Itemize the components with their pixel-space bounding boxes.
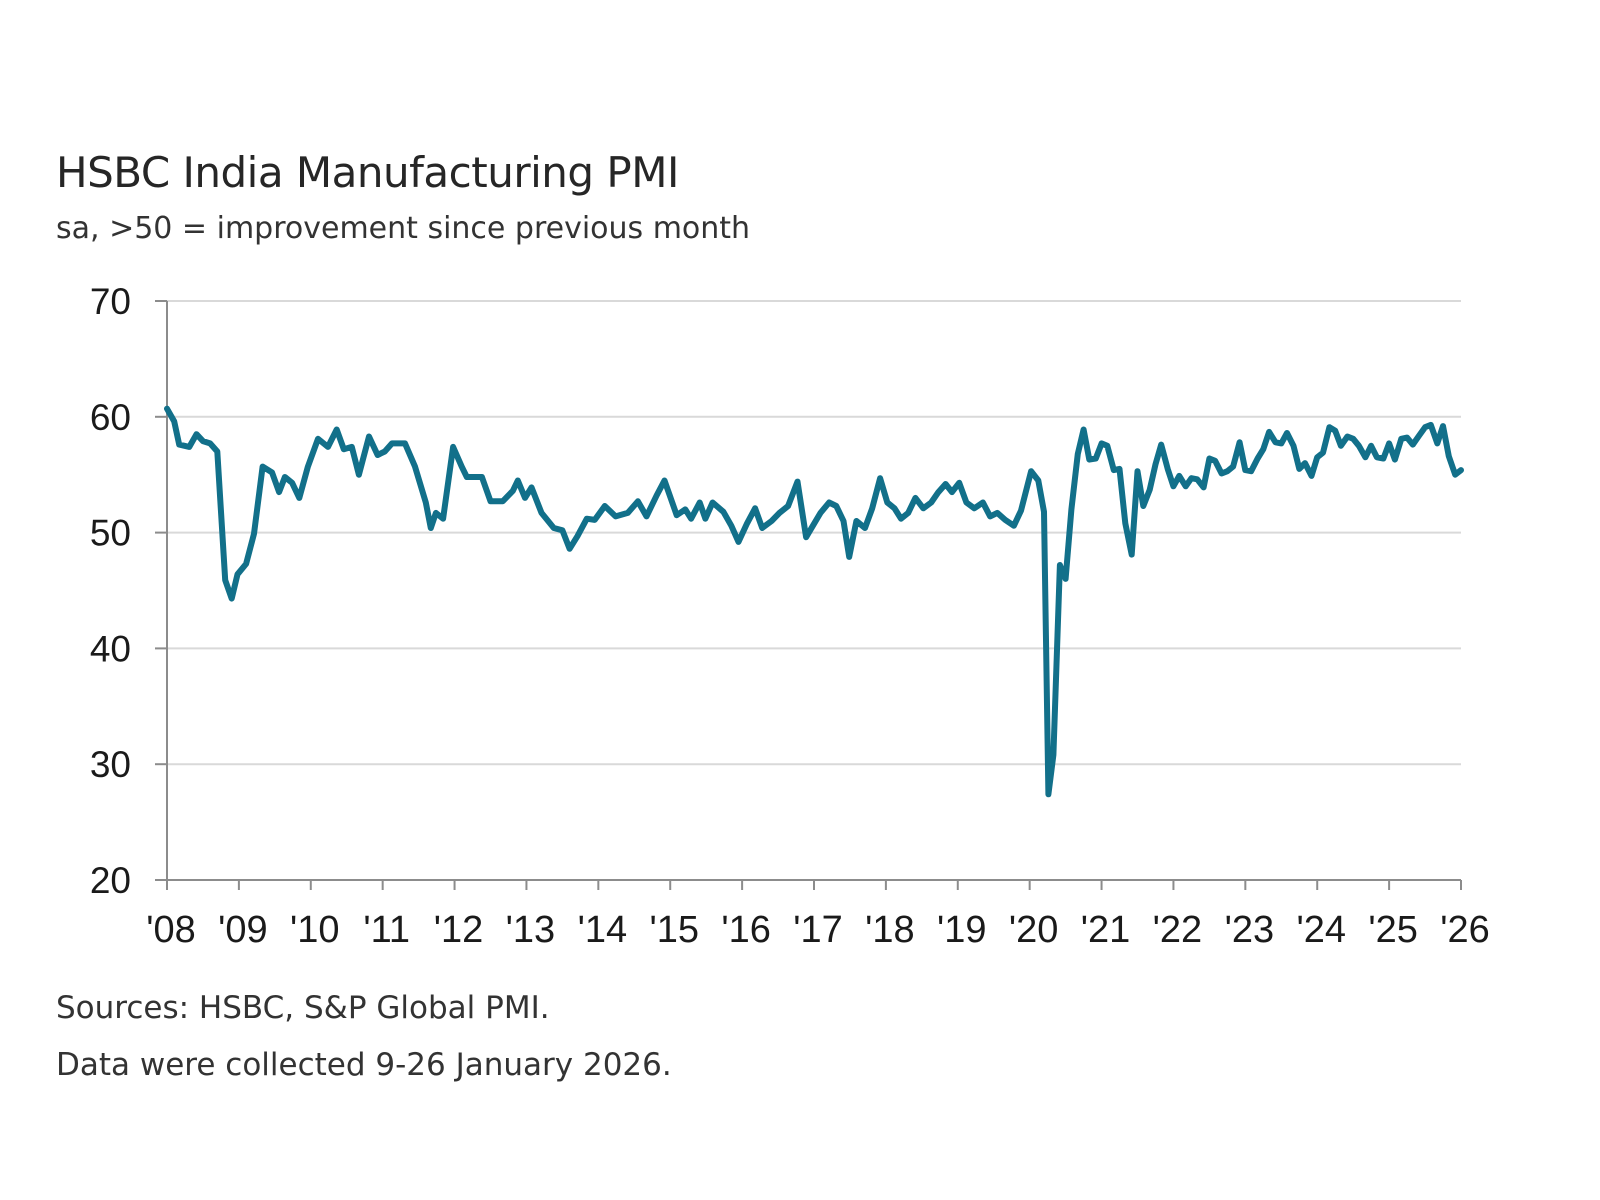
- x-tick-label: '26: [1440, 909, 1490, 951]
- sources-note: Sources: HSBC, S&P Global PMI.: [56, 990, 550, 1026]
- x-tick-label: '10: [290, 909, 340, 951]
- gridlines: [167, 300, 1461, 766]
- y-tick-label: 50: [90, 513, 131, 554]
- x-tick-label: '11: [363, 909, 410, 951]
- series: [164, 405, 1464, 798]
- x-tick-label: '25: [1368, 909, 1418, 951]
- x-tick-label: '08: [146, 909, 196, 951]
- x-tick-label: '23: [1225, 909, 1275, 951]
- axes: [155, 300, 1462, 890]
- x-axis-labels: '08 '09 '10 '11 '12 '13 '14 '15 '16 '17 '18 '19 '20 '…: [146, 909, 1490, 951]
- x-tick-label: '13: [506, 909, 556, 951]
- x-tick-label: '20: [1009, 909, 1059, 951]
- pmi-series-line: [164, 405, 1464, 798]
- x-tick-label: '18: [865, 909, 915, 951]
- x-tick-label: '19: [937, 909, 987, 951]
- chart-title: HSBC India Manufacturing PMI: [56, 148, 679, 197]
- x-tick-label: '22: [1153, 909, 1203, 951]
- x-tick-label: '15: [649, 909, 699, 951]
- y-tick-label: 40: [90, 628, 131, 669]
- x-tick-label: '16: [721, 909, 771, 951]
- y-tick-label: 70: [90, 281, 131, 322]
- x-tick-label: '17: [793, 909, 843, 951]
- x-tick-label: '09: [218, 909, 268, 951]
- y-tick-label: 30: [90, 744, 131, 785]
- y-tick-label: 60: [90, 397, 131, 438]
- chart-subtitle: sa, >50 = improvement since previous mon…: [56, 211, 751, 246]
- x-tick-label: '12: [434, 909, 484, 951]
- x-tick-label: '14: [578, 909, 628, 951]
- x-tick-label: '21: [1081, 909, 1131, 951]
- y-tick-label: 20: [90, 860, 131, 901]
- collection-note: Data were collected 9-26 January 2026.: [56, 1047, 672, 1083]
- y-axis-labels: 70 60 50 40 30 20: [90, 281, 131, 901]
- x-tick-label: '24: [1296, 909, 1346, 951]
